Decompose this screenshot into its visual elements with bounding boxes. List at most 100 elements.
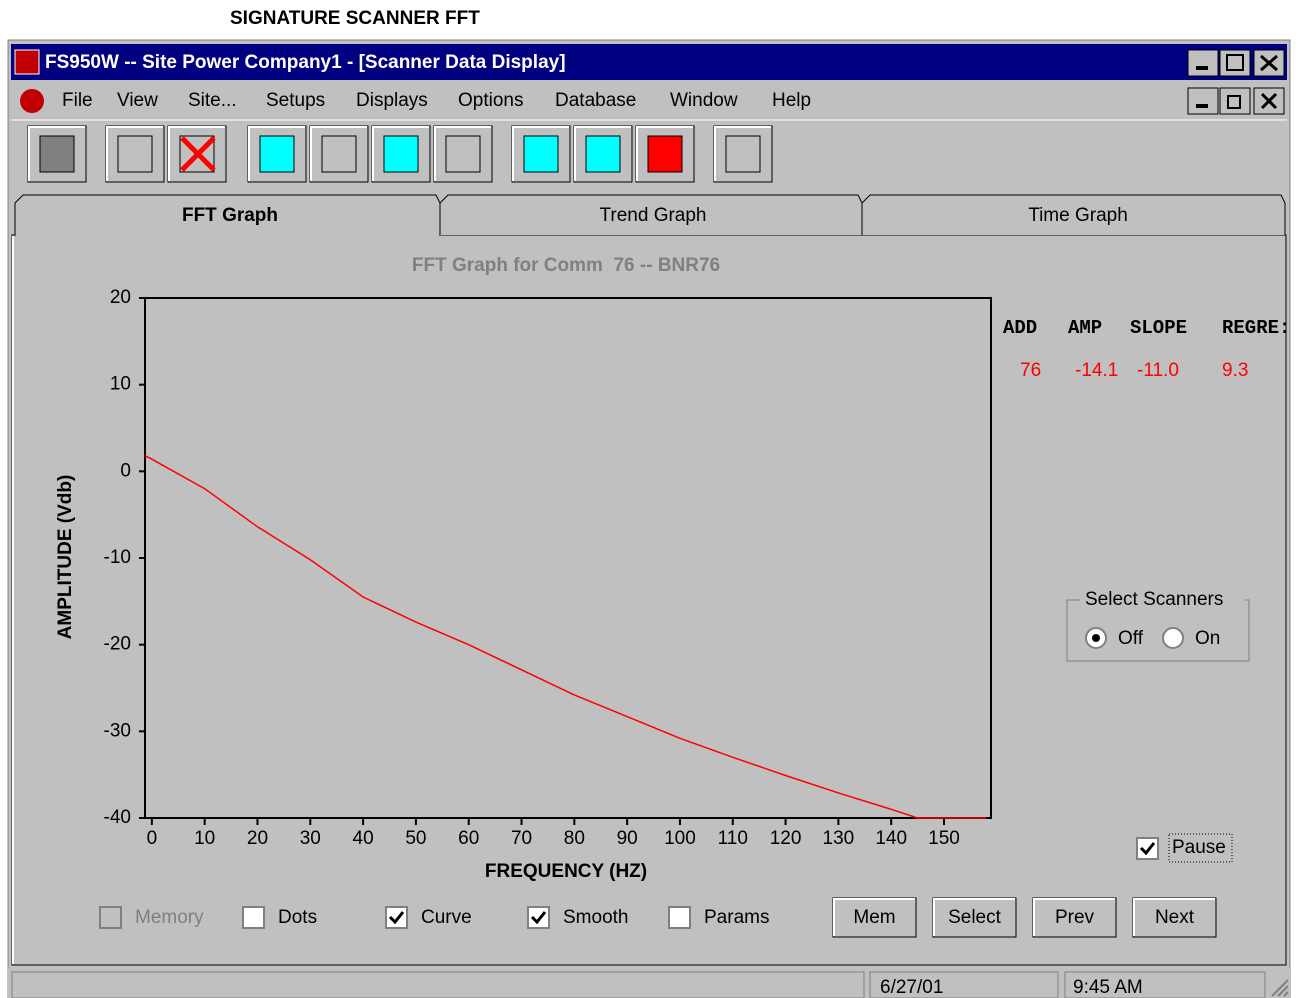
menu-item[interactable]: Setups (266, 90, 325, 111)
button-bevel (106, 126, 163, 181)
menu-item[interactable]: Displays (356, 90, 428, 111)
x-tick-label: 70 (511, 828, 532, 849)
option-checkbox[interactable] (242, 906, 265, 929)
option-checkbox[interactable] (385, 906, 408, 929)
param-value: 9.3 (1222, 360, 1248, 381)
toolbar-icon (321, 135, 357, 173)
toolbar-icon (585, 135, 621, 173)
button-bevel (714, 126, 771, 181)
doc-minimize-glyph (1196, 104, 1208, 108)
button-bevel (434, 126, 491, 181)
doc-restore-glyph (1227, 95, 1241, 109)
menu-item[interactable]: Options (458, 90, 523, 111)
x-tick-label: 20 (247, 828, 268, 849)
menu-item[interactable]: Window (670, 90, 738, 111)
maximize-button[interactable] (1219, 49, 1251, 77)
pause-label: Pause (1172, 837, 1226, 858)
menu-item[interactable]: Database (555, 90, 636, 111)
option-checkbox[interactable] (668, 906, 691, 929)
status-panel (11, 971, 865, 998)
y-tick-label: 10 (110, 374, 131, 395)
x-tick-label: 50 (405, 828, 426, 849)
controls: Select Scanners Off On Pause Memory Dots Curve… (99, 589, 1250, 938)
x-tick-label: 100 (664, 828, 696, 849)
chart-title: FFT Graph for Comm 76 -- BNR76 (412, 255, 720, 276)
menu-item[interactable]: Help (772, 90, 811, 111)
radio[interactable] (1162, 627, 1184, 649)
option-checkbox[interactable] (99, 906, 122, 929)
option-label: Memory (135, 907, 204, 928)
tab-label: FFT Graph (182, 205, 278, 226)
minimize-glyph (1196, 66, 1208, 70)
button-label: Next (1155, 907, 1195, 928)
radio-label: Off (1118, 628, 1144, 649)
button-bevel (28, 126, 85, 181)
check-mark (1139, 842, 1156, 856)
minimize-button[interactable] (1187, 49, 1219, 77)
push-button[interactable] (1032, 897, 1117, 938)
x-axis-label: FREQUENCY (HZ) (485, 861, 647, 882)
toolbar (27, 125, 773, 183)
y-axis-label: AMPLITUDE (Vdb) (55, 475, 76, 640)
app-icon (14, 49, 40, 75)
button-label: Mem (853, 907, 895, 928)
x-tick-label: 0 (147, 828, 158, 849)
doc-icon (20, 89, 44, 113)
tab-strip: FFT Graph Trend Graph Time Graph (14, 194, 1286, 236)
x-tick-label: 80 (564, 828, 585, 849)
maximize-glyph (1226, 54, 1244, 71)
y-tick-label: -30 (104, 720, 131, 741)
tab[interactable] (861, 194, 1286, 235)
toolbar-icon (647, 135, 683, 173)
menu-item[interactable]: File (62, 90, 93, 111)
button-bevel (1033, 898, 1115, 936)
x-tick-label: 10 (194, 828, 215, 849)
button-bevel (310, 126, 367, 181)
tab-label: Time Graph (1028, 205, 1128, 226)
param-value: -11.0 (1137, 360, 1179, 381)
check-mark (388, 911, 405, 925)
size-grip (1271, 979, 1289, 997)
x-tick-label: 90 (617, 828, 638, 849)
group-label-bg (1080, 590, 1245, 610)
option-label: Smooth (563, 907, 628, 928)
status-bar (8, 968, 1290, 998)
y-tick-label: -20 (104, 634, 131, 655)
option-label: Dots (278, 907, 317, 928)
push-button[interactable] (1132, 897, 1217, 938)
y-tick-label: -40 (104, 807, 131, 828)
icon-x (180, 136, 216, 172)
chart-area: FFT Graph for Comm 76 -- BNR76 -40 -30 -20 -… (55, 255, 1290, 882)
button-bevel (512, 126, 569, 181)
menu-item[interactable]: View (117, 90, 158, 111)
x-tick-label: 110 (718, 828, 748, 849)
radio-dot (1092, 634, 1100, 642)
param-header: AMP (1068, 317, 1102, 339)
doc-close-glyph (1260, 92, 1278, 110)
x-tick-label: 130 (823, 828, 855, 849)
menu-bar: File View Site... Setups Displays Options Data… (20, 87, 1285, 115)
pause-checkbox[interactable] (1136, 837, 1159, 860)
button-label: Select (948, 907, 1002, 928)
button-bevel (833, 898, 915, 936)
button-bevel (933, 898, 1015, 936)
focus-rect (1168, 833, 1233, 863)
title-bar (11, 44, 1287, 80)
close-glyph (1260, 54, 1278, 72)
toolbar-icon (383, 135, 419, 173)
button-bevel (1133, 898, 1215, 936)
doc-restore[interactable] (1219, 87, 1251, 115)
caption: SIGNATURE SCANNER FFT (230, 8, 480, 29)
toolbar-icon (39, 135, 75, 173)
y-tick-label: 20 (110, 287, 131, 308)
menu-item[interactable]: Site... (188, 90, 237, 111)
doc-minimize[interactable] (1187, 87, 1219, 115)
toolbar-icon (725, 135, 761, 173)
x-tick-label: 150 (928, 828, 960, 849)
option-checkbox[interactable] (527, 906, 550, 929)
param-header: REGRE: (1222, 317, 1290, 339)
param-value: -14.1 (1075, 360, 1118, 381)
x-tick-label: 60 (458, 828, 479, 849)
param-header: ADD (1003, 317, 1037, 339)
